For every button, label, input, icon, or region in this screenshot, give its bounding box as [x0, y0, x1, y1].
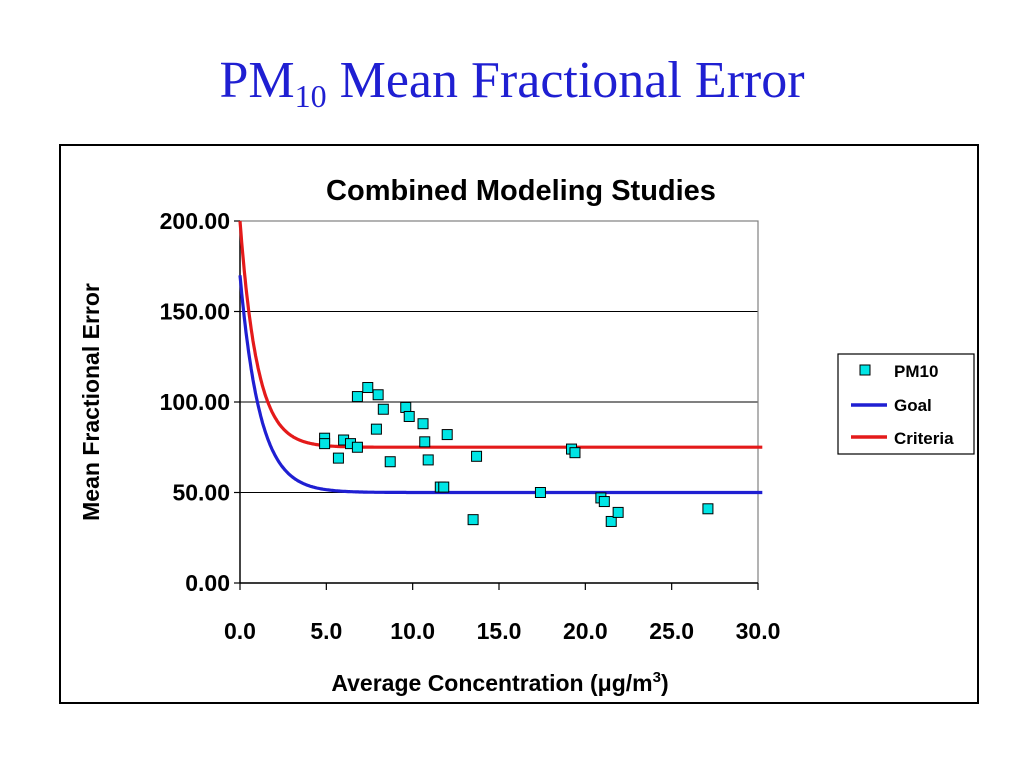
series: [238, 220, 763, 527]
data-point: [471, 450, 483, 462]
legend-marker-pm10: [859, 364, 871, 376]
chart: Combined Modeling Studies 0.00 50.00 100.0…: [78, 175, 975, 696]
x-tick-label: 5.0: [310, 618, 342, 644]
data-point: [377, 403, 389, 415]
chart-title: Combined Modeling Studies: [326, 175, 716, 207]
gridlines: [240, 310, 758, 494]
data-point: [441, 429, 453, 441]
x-tick-label: 15.0: [477, 618, 522, 644]
data-point: [605, 515, 617, 527]
slide-title: PM10 Mean Fractional Error: [219, 52, 805, 114]
x-axis-label: Average Concentration (μg/m3): [331, 669, 668, 696]
x-tick-label: 10.0: [390, 618, 435, 644]
x-tick-label: 0.0: [224, 618, 256, 644]
data-point: [569, 447, 581, 459]
data-point: [403, 410, 415, 422]
legend-label-pm10: PM10: [894, 362, 938, 381]
data-point: [384, 456, 396, 468]
legend-label-goal: Goal: [894, 396, 932, 415]
data-point: [598, 496, 610, 508]
chart-frame: Combined Modeling Studies 0.00 50.00 100.0…: [59, 144, 979, 704]
y-axis-label: Mean Fractional Error: [78, 283, 104, 521]
data-point: [332, 452, 344, 464]
data-point: [417, 418, 429, 430]
data-point: [422, 454, 434, 466]
data-point: [438, 481, 450, 493]
x-tick-label: 25.0: [649, 618, 694, 644]
x-tick-label: 30.0: [736, 618, 781, 644]
data-point: [351, 441, 363, 453]
y-tick-label: 100.00: [160, 389, 230, 415]
data-point: [534, 487, 546, 498]
series-line-criteria: [238, 220, 763, 449]
y-tick-label: 150.00: [160, 299, 230, 325]
data-point: [702, 503, 714, 515]
data-point: [419, 436, 431, 448]
data-point: [372, 389, 384, 401]
data-point: [612, 506, 624, 518]
data-point: [319, 438, 331, 450]
series-line-goal: [238, 275, 763, 495]
data-point: [467, 514, 479, 526]
axes: 0.00 50.00 100.00 150.00 200.00 0.0 5.0 10.0 15.…: [160, 208, 781, 644]
y-tick-label: 50.00: [172, 480, 230, 506]
data-point: [400, 401, 412, 413]
data-point: [351, 391, 363, 403]
legend: PM10 Goal Criteria: [837, 353, 975, 455]
data-point: [362, 382, 374, 394]
legend-label-criteria: Criteria: [894, 429, 954, 448]
data-point: [370, 423, 382, 435]
y-tick-label: 200.00: [160, 208, 230, 234]
x-tick-label: 20.0: [563, 618, 608, 644]
y-tick-label: 0.00: [185, 570, 230, 596]
